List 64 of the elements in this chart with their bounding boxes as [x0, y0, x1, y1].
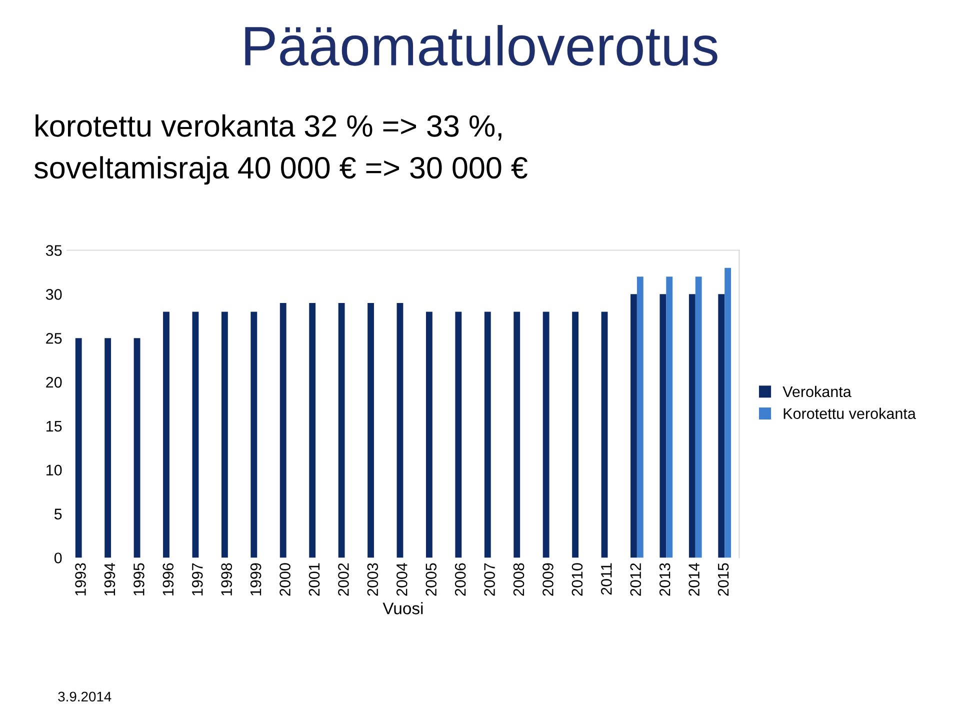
y-tick-label: 0	[54, 552, 62, 564]
bar	[636, 276, 644, 558]
text: 3.9.2014	[58, 692, 112, 702]
bar	[221, 312, 228, 558]
chart-subtitle: korotettu verokanta 32 % => 33 %, soveltamisraja 40 000 € => 30 000 €	[34, 114, 528, 185]
bar	[338, 302, 345, 558]
x-tick-label: 1999	[250, 563, 262, 596]
bar	[718, 294, 725, 558]
bar	[426, 312, 432, 558]
bar	[660, 294, 666, 558]
chart-title: Pääomatuloverotus	[245, 25, 718, 66]
bar	[724, 268, 732, 558]
bar	[484, 312, 491, 558]
y-tick-label: 30	[46, 289, 62, 300]
bar	[368, 302, 374, 558]
bar	[250, 312, 258, 558]
x-tick-label: 2006	[454, 563, 466, 596]
y-tick-label: 15	[46, 420, 62, 432]
x-tick-label: 2011	[601, 563, 612, 595]
bar	[75, 338, 82, 558]
bar	[542, 312, 550, 558]
legend-label: Verokanta	[782, 386, 852, 398]
bar	[601, 312, 608, 558]
x-tick-label: 1993	[75, 563, 86, 596]
bar	[396, 302, 404, 558]
bar	[163, 312, 170, 558]
x-tick-label: 1996	[162, 563, 174, 596]
x-tick-label: 1997	[192, 563, 203, 596]
x-tick-label: 2001	[308, 563, 320, 596]
x-tick-label: 2000	[280, 563, 290, 596]
legend-label: Korotettu verokanta	[784, 408, 916, 420]
bar	[104, 338, 112, 558]
x-tick-label: 2010	[572, 563, 583, 596]
bar	[192, 312, 199, 558]
bar	[134, 338, 140, 558]
bar	[514, 312, 520, 558]
y-tick-label: 10	[46, 464, 62, 476]
bar	[666, 276, 673, 558]
x-tick-label: 2013	[659, 563, 670, 596]
y-tick-label: 35	[46, 245, 62, 256]
y-tick-label: 5	[54, 508, 62, 520]
y-tick-label: 25	[46, 332, 62, 344]
x-tick-label: 2009	[542, 563, 554, 596]
x-tick-label: 2012	[630, 563, 642, 596]
x-axis-title: Vuosi	[382, 602, 423, 614]
bar	[630, 294, 637, 558]
x-tick-label: 1995	[134, 563, 144, 596]
bar	[280, 302, 286, 558]
x-tick-label: 2015	[718, 563, 729, 596]
bar	[455, 312, 462, 558]
y-tick-label: 20	[46, 376, 62, 388]
x-tick-label: 2008	[513, 563, 524, 596]
x-tick-label: 1994	[104, 563, 116, 596]
bar	[688, 294, 696, 558]
x-tick-label: 2003	[367, 563, 378, 596]
x-tick-label: 2002	[338, 563, 349, 596]
x-tick-label: 1998	[221, 563, 232, 596]
bar	[695, 276, 702, 558]
bar	[572, 312, 579, 558]
x-tick-label: 2005	[426, 563, 437, 596]
x-tick-label: 2014	[688, 563, 700, 596]
x-tick-label: 2004	[396, 563, 408, 596]
bar	[309, 302, 316, 558]
x-tick-label: 2007	[484, 563, 495, 596]
